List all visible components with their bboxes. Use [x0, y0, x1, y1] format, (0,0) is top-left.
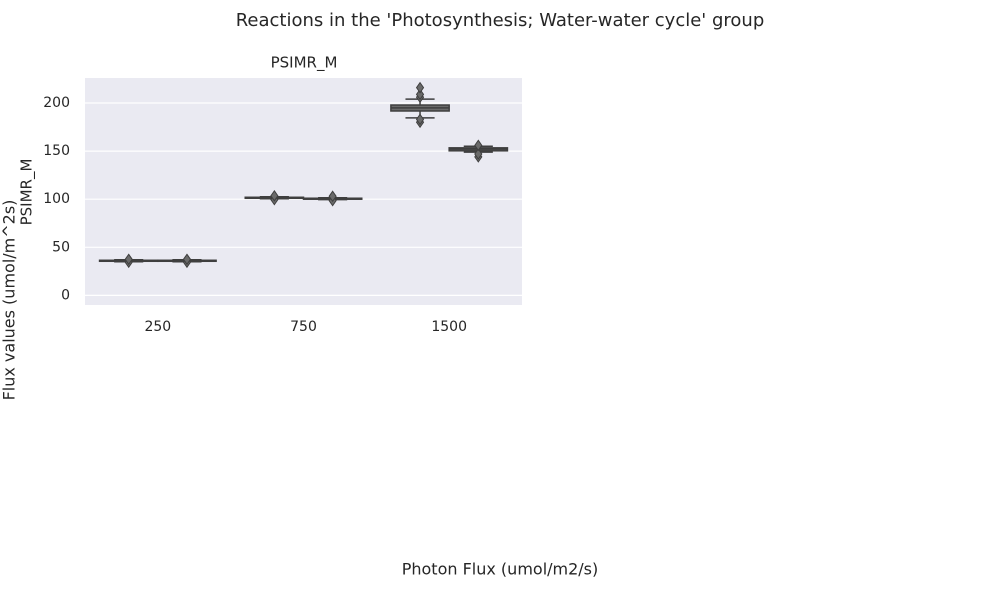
outer-y-axis-label: Flux values (umol/m^2s)	[0, 200, 19, 401]
y-tick-label: 150	[43, 143, 70, 159]
y-tick-label: 100	[43, 191, 70, 207]
chart-title: Reactions in the 'Photosynthesis; Water-…	[236, 10, 765, 31]
x-tick-label: 250	[144, 319, 171, 335]
x-axis-label: Photon Flux (umol/m2/s)	[402, 560, 599, 579]
outlier	[415, 113, 425, 126]
plot-area	[85, 78, 522, 305]
y-tick-label: 50	[52, 239, 70, 255]
subplot-title: PSIMR_M	[271, 54, 338, 73]
outlier	[474, 148, 483, 160]
outlier	[328, 190, 337, 203]
outlier	[124, 253, 133, 266]
outlier	[415, 88, 425, 101]
outlier	[474, 139, 483, 152]
outlier	[182, 253, 192, 266]
x-tick-label: 1500	[431, 319, 467, 335]
x-tick-label: 750	[290, 319, 317, 335]
outlier	[270, 189, 279, 202]
y-tick-label: 200	[43, 95, 70, 111]
outlier	[415, 81, 425, 94]
y-axis-label: PSIMR_M	[18, 159, 37, 226]
y-tick-label: 0	[61, 287, 70, 303]
